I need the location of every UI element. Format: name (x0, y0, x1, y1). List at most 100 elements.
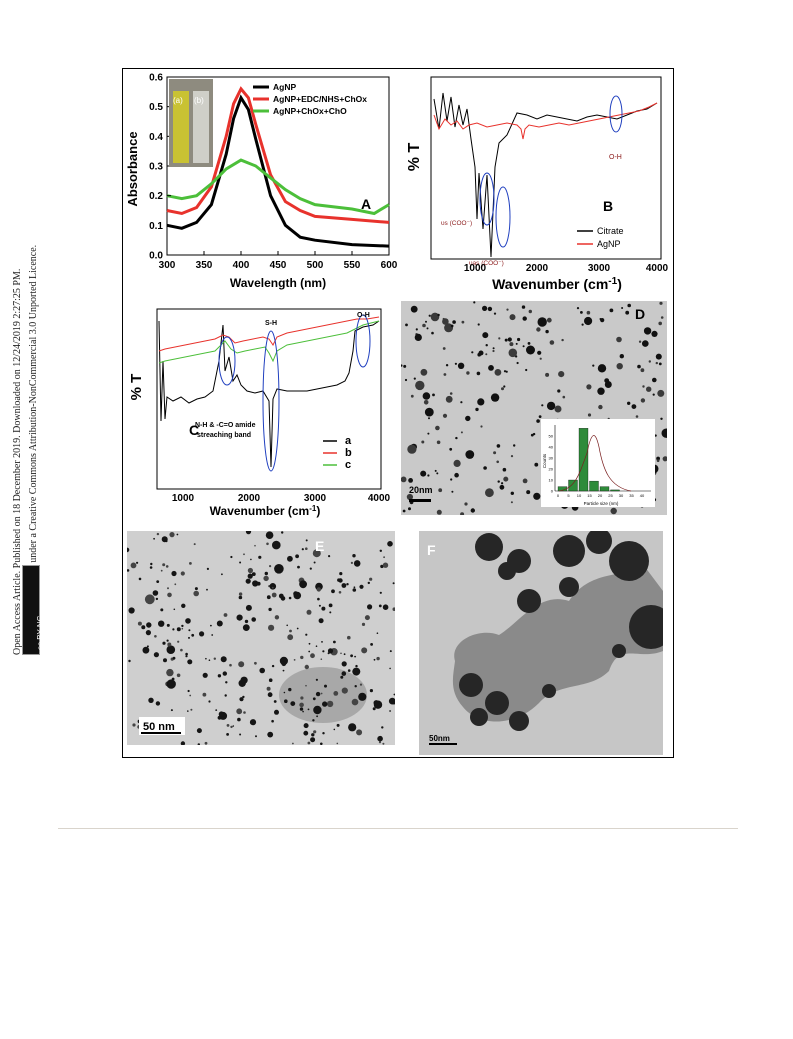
nanoparticle (352, 554, 356, 558)
nanoparticle (181, 627, 184, 630)
nanoparticle (549, 340, 555, 345)
cc-license-badge[interactable]: cc BY-NC (22, 565, 45, 655)
nanoparticle (148, 697, 154, 703)
nanoparticle (530, 433, 534, 437)
nanoparticle (642, 340, 649, 347)
nanoparticle (165, 565, 169, 568)
panel-a-letter: A (361, 196, 371, 212)
nanoparticle (311, 733, 315, 737)
b-xtick-3000: 3000 (588, 263, 611, 274)
nanoparticle (268, 624, 275, 631)
nanoparticle (211, 634, 214, 636)
nanoparticle (341, 671, 347, 676)
hist-xtick: 35 (629, 493, 634, 498)
agglomerate-matrix (452, 567, 663, 722)
nanoparticle (387, 541, 393, 547)
nanoparticle (329, 611, 332, 614)
nanoparticle (376, 656, 380, 661)
nanoparticle (502, 467, 507, 472)
nanoparticle (354, 655, 356, 658)
nanoparticle (176, 627, 181, 632)
hist-ytick: 10 (549, 478, 554, 483)
nanoparticle (631, 404, 637, 409)
nanoparticle (206, 588, 208, 591)
nanoparticle (269, 565, 272, 568)
nanoparticle (393, 693, 395, 696)
nanoparticle (449, 392, 453, 395)
nanoparticle (154, 635, 157, 638)
a-ytick: 0.6 (149, 73, 163, 84)
panel-c-xticks: 1000 2000 3000 4000 (172, 493, 391, 504)
nanoparticle (521, 305, 526, 309)
nanoparticle (392, 701, 395, 705)
nanoparticle (539, 357, 542, 360)
series-line-agnp-chox-cho (166, 158, 390, 216)
nanoparticle (320, 658, 323, 660)
nanoparticle (407, 444, 417, 454)
histogram-bar (568, 479, 578, 492)
nanoparticle (247, 573, 253, 579)
nanoparticle (320, 742, 323, 745)
nanoparticle (616, 336, 622, 343)
nanoparticle (322, 650, 325, 653)
nanoparticle (153, 652, 159, 658)
nanoparticle (333, 728, 336, 731)
nanoparticle (503, 370, 507, 373)
nanoparticle (559, 577, 579, 597)
vial-b (193, 91, 209, 163)
nanoparticle (180, 571, 185, 576)
nanoparticle (166, 639, 169, 642)
nanoparticle (421, 440, 425, 444)
nanoparticle (249, 719, 257, 726)
nanoparticle (185, 618, 191, 624)
nanoparticle (643, 327, 652, 335)
nanoparticle (352, 588, 357, 592)
nanoparticle (619, 354, 624, 359)
nanoparticle (513, 444, 516, 447)
nanoparticle (428, 417, 430, 420)
vial-a (173, 91, 189, 163)
nanoparticle (146, 645, 149, 648)
nanoparticle (509, 314, 516, 321)
nanoparticle (328, 555, 331, 558)
nanoparticle (506, 308, 509, 311)
nanoparticle (210, 624, 212, 627)
nanoparticle (166, 623, 170, 627)
nanoparticle (315, 691, 321, 697)
nanoparticle (625, 310, 630, 315)
a-xtick: 400 (233, 260, 250, 271)
nanoparticle (295, 554, 299, 559)
nanoparticle (455, 436, 458, 440)
nanoparticle (546, 401, 556, 411)
nanoparticle (288, 596, 292, 600)
nanoparticle (420, 470, 427, 477)
nanoparticle (600, 318, 605, 323)
hist-xtick: 30 (619, 493, 624, 498)
nanoparticle (372, 707, 376, 711)
nanoparticle (359, 683, 363, 686)
nanoparticle (522, 345, 525, 348)
nanoparticle (466, 371, 470, 375)
a-xtick: 300 (159, 260, 176, 271)
nanoparticle (313, 705, 322, 715)
nanoparticle (354, 671, 358, 675)
nanoparticle (341, 583, 347, 588)
nanoparticle (659, 301, 663, 305)
nanoparticle (436, 509, 442, 515)
nanoparticle (341, 661, 347, 667)
nanoparticle (302, 710, 304, 713)
c-xtick-4000: 4000 (368, 493, 391, 504)
nanoparticle (152, 590, 159, 596)
ann-vs-coo: υs (COO⁻) (441, 220, 472, 227)
nanoparticle (369, 689, 373, 693)
nanoparticle (202, 692, 207, 697)
c-xtick-1000: 1000 (172, 493, 195, 504)
nanoparticle (380, 564, 384, 569)
nanoparticle (322, 732, 325, 735)
nanoparticle (251, 572, 256, 576)
nanoparticle (263, 575, 269, 582)
nanoparticle (477, 323, 480, 326)
nanoparticle (430, 312, 440, 322)
nanoparticle (138, 577, 142, 581)
panel-c-xlabel: Wavenumber (cm-1) (210, 504, 321, 518)
